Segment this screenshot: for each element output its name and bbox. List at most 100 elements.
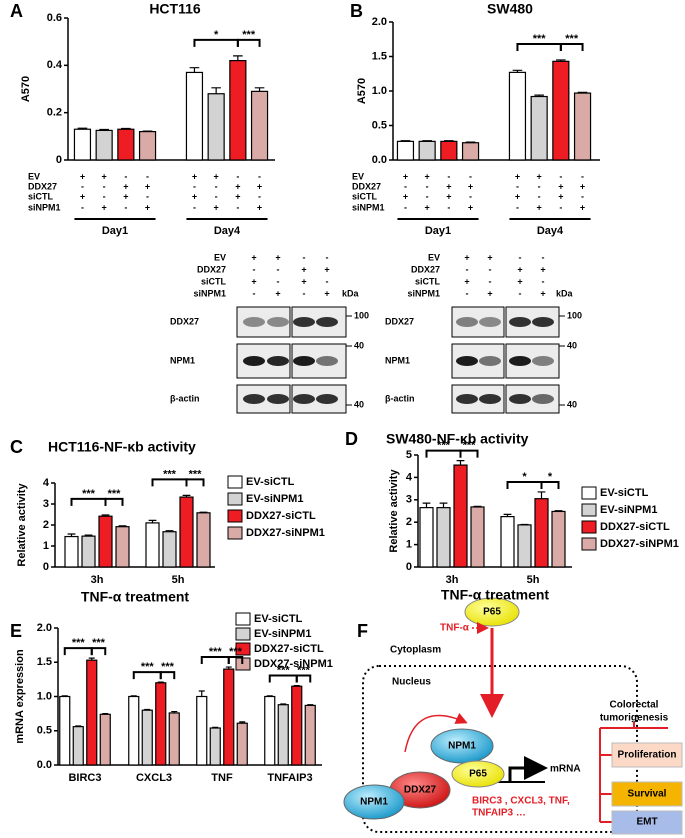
bar (117, 128, 135, 161)
condition-label: siCTL (352, 191, 378, 201)
condition-sign: + (558, 191, 563, 201)
significance-bracket (236, 38, 261, 47)
y-tick-label: 1 (43, 540, 49, 552)
blot-row-label: NPM1 (385, 355, 410, 365)
significance-label: *** (463, 440, 477, 452)
condition-sign: - (542, 252, 545, 262)
condition-sign: + (468, 202, 473, 212)
condition-sign: + (446, 181, 451, 191)
y-tick-label: 2.0 (37, 622, 52, 634)
y-tick-label: 0.0 (372, 154, 387, 166)
blot-row-label: DDX27 (170, 316, 199, 326)
protein-label: NPM1 (360, 797, 388, 808)
significance-bracket (132, 671, 162, 680)
legend-label: EV-siNPM1 (246, 493, 303, 505)
error-bar (102, 713, 109, 715)
y-tick-label: 3 (43, 498, 49, 510)
bar (291, 685, 303, 766)
legend-swatch (227, 526, 243, 540)
bar (530, 95, 548, 161)
error-bar (225, 666, 232, 670)
x-tick-label: 5h (527, 574, 540, 586)
condition-sign: - (303, 252, 306, 262)
condition-sign: + (517, 276, 522, 286)
error-bar (503, 513, 512, 517)
bar (223, 668, 235, 766)
significance-bracket (506, 480, 543, 489)
legend-label: EV-siCTL (254, 613, 303, 625)
condition-sign: + (487, 252, 492, 262)
condition-sign: - (277, 264, 280, 274)
blot-band (293, 356, 315, 366)
y-tick-label: 0 (43, 561, 49, 573)
condition-label: EV (428, 252, 440, 262)
legend-label: DDX27-siCTL (246, 510, 316, 522)
x-tick-label: 3h (446, 574, 459, 586)
panel-label: C (10, 437, 23, 457)
size-marker: 40 (354, 340, 364, 350)
error-bar (61, 695, 68, 697)
blot-band (267, 356, 289, 366)
blot-band (243, 317, 265, 327)
bar (72, 726, 84, 766)
x-tick-label: CXCL3 (136, 772, 172, 784)
significance-label: *** (242, 29, 256, 41)
legend-swatch (235, 627, 251, 641)
condition-sign: + (214, 171, 219, 181)
bar (453, 464, 468, 568)
significance-bracket (516, 42, 562, 51)
y-axis-label: mRNA expression (14, 649, 26, 744)
protein-node (430, 728, 494, 764)
legend-label: DDX27-siNPM1 (600, 538, 679, 550)
condition-sign: + (301, 276, 306, 286)
bar (436, 507, 451, 568)
bar (86, 659, 98, 766)
condition-sign: - (124, 171, 127, 181)
bar (573, 92, 592, 161)
error-bar (212, 726, 219, 729)
condition-sign: + (192, 191, 197, 201)
condition-sign: + (425, 202, 430, 212)
process-label: Survival (628, 789, 667, 800)
condition-sign: - (469, 191, 472, 201)
significance-label: *** (92, 637, 106, 649)
bar (179, 496, 194, 568)
condition-sign: - (277, 276, 280, 286)
condition-sign: + (145, 202, 150, 212)
error-bar (165, 530, 174, 532)
condition-sign: - (489, 264, 492, 274)
significance-label: *** (565, 33, 579, 45)
significance-label: *** (437, 440, 451, 452)
bar (73, 128, 92, 161)
condition-sign: + (123, 191, 128, 201)
bar (396, 140, 415, 161)
size-marker: 100 (567, 310, 582, 320)
bar (250, 90, 269, 161)
error-bar (199, 511, 208, 513)
x-axis-label: TNF-α treatment (81, 589, 190, 605)
significance-bracket (540, 480, 560, 489)
y-tick-label: 1.5 (372, 50, 387, 62)
error-bar (99, 128, 109, 131)
unit-label: kDa (342, 288, 360, 298)
protein-label: NPM1 (448, 741, 476, 752)
legend-label: DDX27-siCTL (254, 643, 324, 655)
panel-label: F (357, 621, 368, 641)
condition-sign: - (303, 288, 306, 298)
protein-label: P65 (469, 769, 487, 780)
bar (128, 695, 140, 766)
significance-bracket (63, 647, 93, 656)
error-bar (473, 505, 482, 507)
error-bar (121, 127, 131, 130)
condition-sign: + (515, 191, 520, 201)
condition-sign: + (537, 171, 542, 181)
size-marker: 40 (567, 340, 577, 350)
error-bar (512, 69, 523, 73)
chart-title: HCT116-NF-κb activity (48, 439, 196, 455)
error-bar (307, 704, 314, 706)
legend-swatch (227, 492, 243, 506)
significance-label: * (548, 471, 553, 483)
condition-sign: - (447, 171, 450, 181)
y-tick-label: 0.5 (372, 119, 387, 131)
condition-sign: - (466, 264, 469, 274)
